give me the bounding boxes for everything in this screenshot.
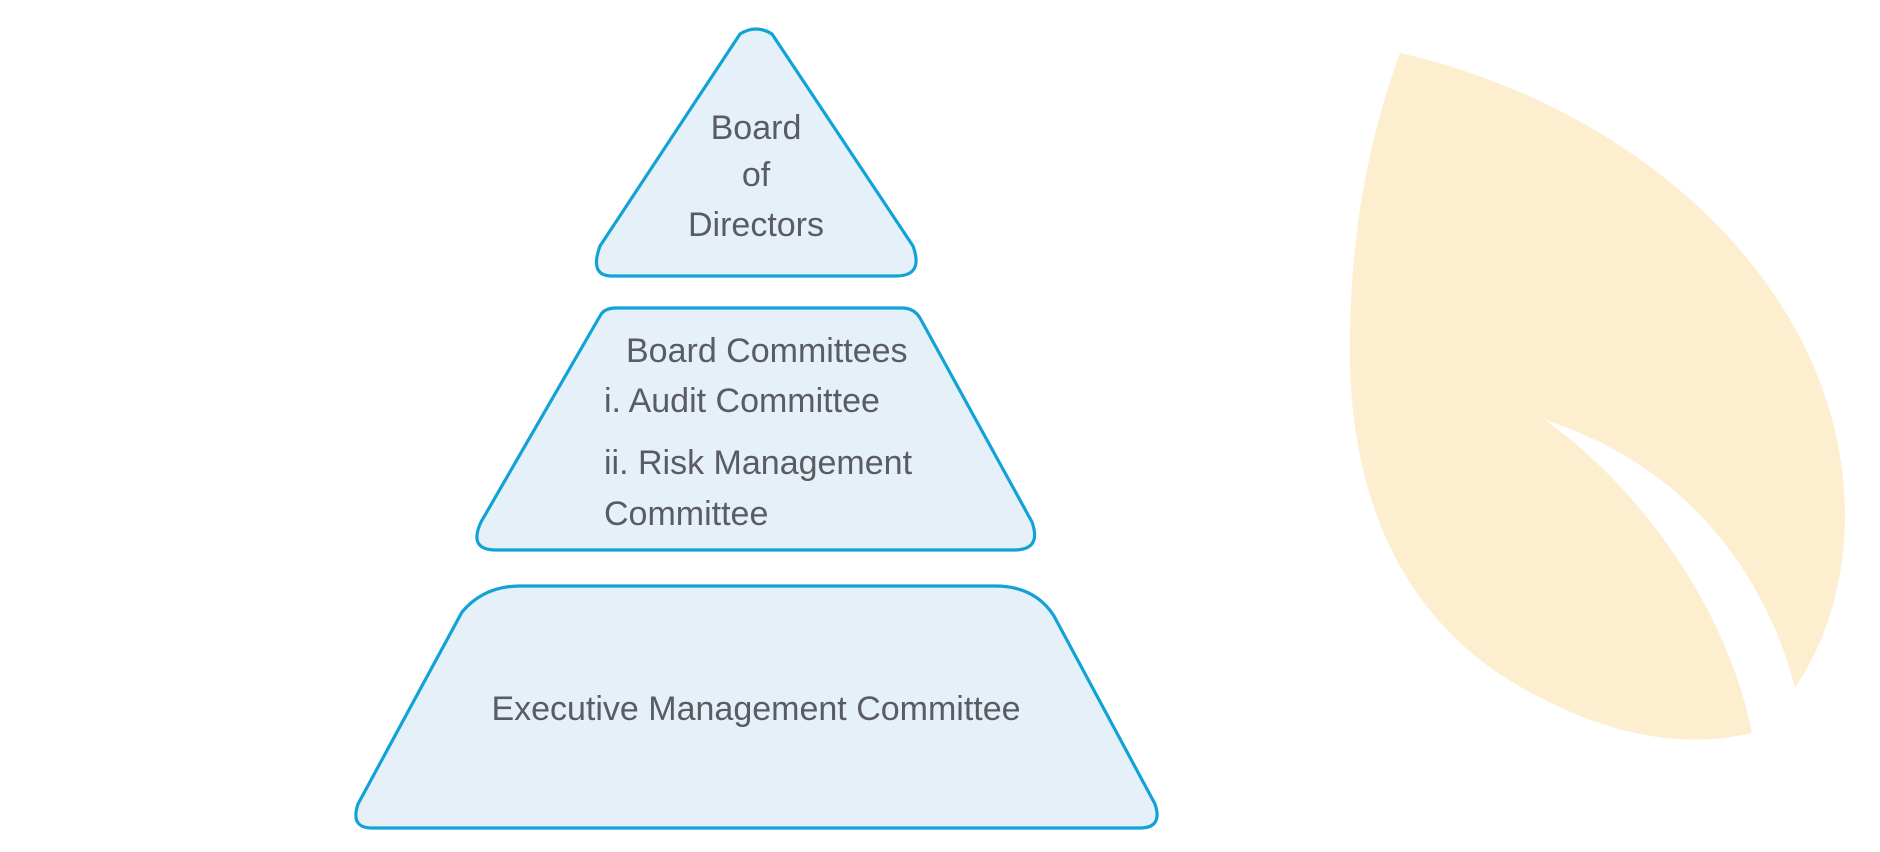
tier-top-line-3: Directors: [688, 206, 824, 244]
tier-middle-title: Board Committees: [626, 332, 908, 370]
tier-top-line-1: Board: [711, 109, 802, 147]
tier-board-of-directors: Board of Directors: [594, 27, 918, 278]
tier-bottom-line-1: Executive Management Committee: [491, 690, 1020, 728]
tier-executive-management-committee: Executive Management Committee: [354, 584, 1159, 830]
tier-bottom-shape: [354, 584, 1159, 830]
leaf-icon: [1349, 53, 1846, 740]
tier-board-committees: Board Committees i. Audit Committee ii. …: [475, 306, 1037, 552]
tier-middle-shape: [475, 306, 1037, 552]
leaf-shape: [1349, 53, 1846, 740]
tier-top-shape: [594, 27, 918, 278]
tier-top-line-2: of: [742, 156, 771, 194]
tier-middle-item-risk-cont: Committee: [604, 495, 768, 533]
tier-middle-item-risk: ii. Risk Management: [604, 444, 913, 482]
tier-middle-item-audit: i. Audit Committee: [604, 382, 880, 420]
